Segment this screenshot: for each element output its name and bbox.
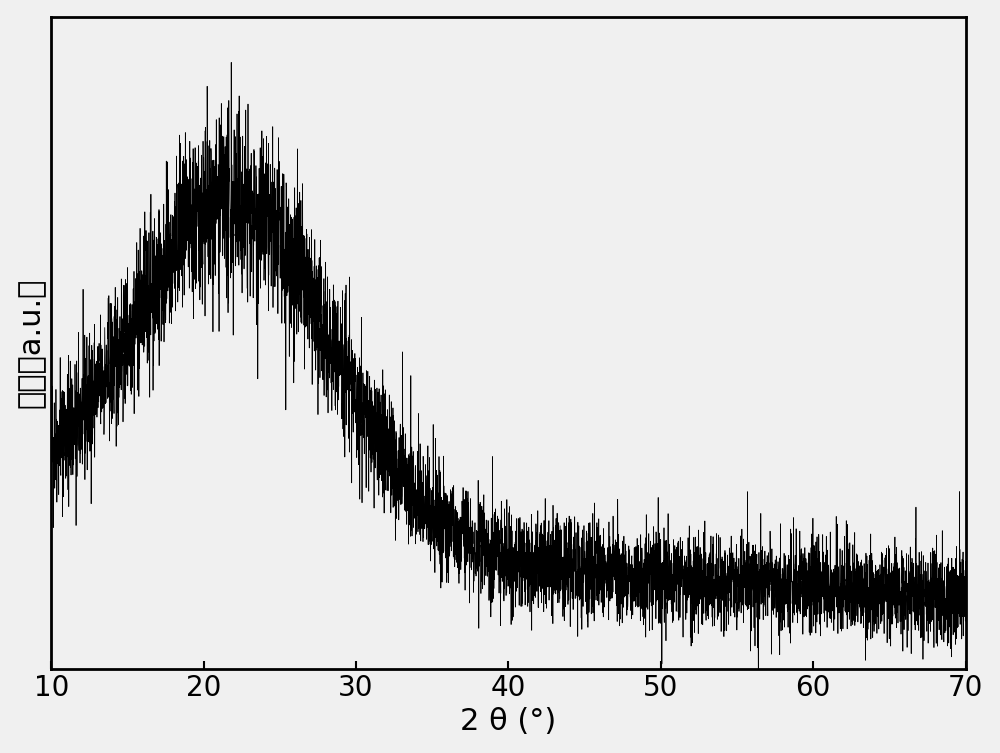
- Y-axis label: 强度（a.u.）: 强度（a.u.）: [17, 278, 46, 408]
- X-axis label: 2 θ (°): 2 θ (°): [460, 707, 557, 736]
